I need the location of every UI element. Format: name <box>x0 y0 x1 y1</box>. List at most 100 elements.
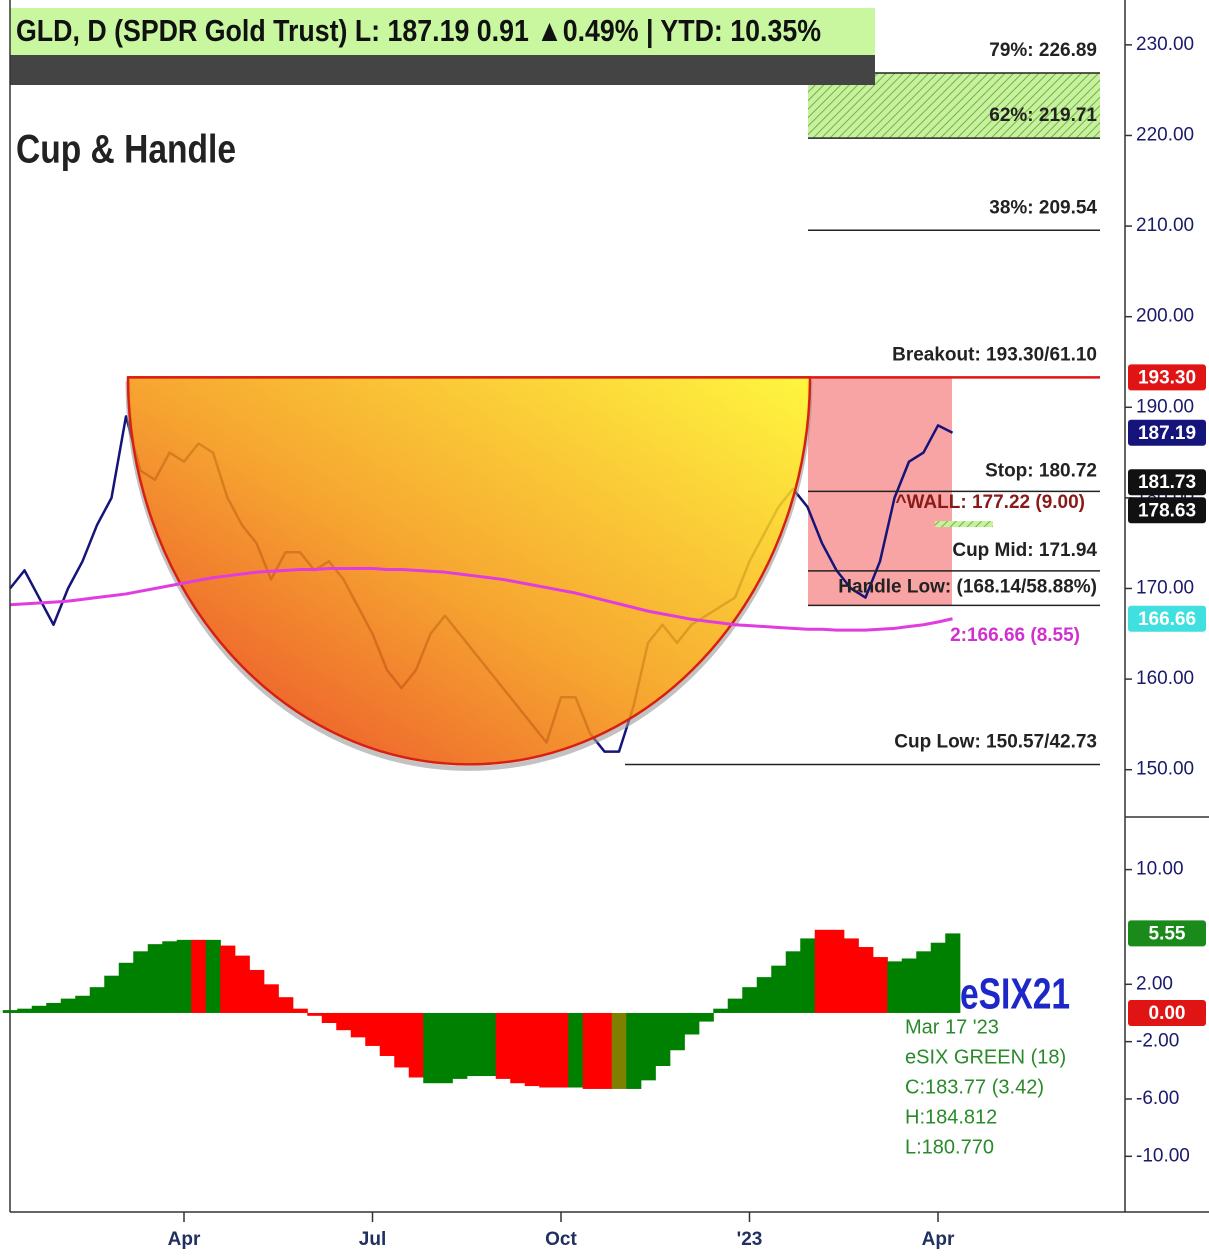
indicator-bar <box>351 1013 366 1037</box>
y-tick-label: 200.00 <box>1136 306 1194 327</box>
indicator-bar <box>670 1013 685 1050</box>
indicator-bar <box>293 1009 308 1013</box>
indicator-bar <box>612 1013 627 1089</box>
indicator-bar <box>133 951 148 1013</box>
price-tag-label: 166.66 <box>1138 609 1196 630</box>
y-tick-label: 190.00 <box>1136 396 1194 417</box>
indicator-bar <box>75 996 90 1013</box>
indicator-bar <box>829 930 844 1013</box>
x-tick-label: Apr <box>922 1229 955 1250</box>
indicator-bar <box>641 1013 656 1080</box>
indicator-bar <box>452 1013 467 1079</box>
y-tick-label: 150.00 <box>1136 759 1194 780</box>
chart: 79%: 226.89 62%: 219.71 38%: 209.54 Breakou… <box>0 0 1209 1255</box>
y-tick-label: 220.00 <box>1136 124 1194 145</box>
indicator-name: eSIX21 <box>960 970 1070 1019</box>
indicator-bar <box>206 940 221 1013</box>
indicator-bar <box>539 1013 554 1088</box>
indicator-bar <box>220 946 235 1013</box>
x-tick-label: Oct <box>545 1229 577 1250</box>
indicator-bar <box>423 1013 438 1083</box>
indicator-bar <box>467 1013 482 1076</box>
indicator-bar <box>17 1009 32 1013</box>
indicator-bar <box>307 1013 322 1016</box>
indicator-bar <box>699 1013 714 1022</box>
indicator-bar <box>554 1013 569 1088</box>
indicator-bar <box>278 997 293 1013</box>
indicator-bar <box>583 1013 598 1089</box>
level-label: Cup Mid: 171.94 <box>952 540 1097 561</box>
level-label: 38%: 209.54 <box>989 197 1097 218</box>
indicator-bar <box>61 999 76 1013</box>
indicator-bar <box>597 1013 612 1089</box>
indicator-bar <box>844 938 859 1013</box>
indicator-info: L:180.770 <box>905 1136 994 1158</box>
indicator-bar <box>119 963 134 1013</box>
level-label: Breakout: 193.30/61.10 <box>892 344 1097 365</box>
indicator-bar <box>90 987 105 1013</box>
indicator-bar <box>3 1010 18 1013</box>
level-label: Stop: 180.72 <box>985 460 1097 481</box>
indicator-bar <box>409 1013 424 1078</box>
indicator-bar <box>873 957 888 1013</box>
indicator-bar <box>684 1013 699 1035</box>
header-shade <box>10 55 875 85</box>
indicator-bar <box>264 984 279 1013</box>
indicator-bar <box>32 1006 47 1013</box>
indicator-info: C:183.77 (3.42) <box>905 1076 1044 1098</box>
indicator-bar <box>336 1013 351 1030</box>
indicator-bar <box>525 1013 540 1086</box>
x-tick-label: Apr <box>168 1229 201 1250</box>
indicator-bar <box>916 951 931 1013</box>
chart-subtitle: Cup & Handle <box>16 128 236 172</box>
indicator-bar <box>249 970 264 1013</box>
indicator-info: H:184.812 <box>905 1106 997 1128</box>
price-tag-label: 178.63 <box>1138 500 1196 521</box>
indicator-bar <box>148 944 163 1013</box>
y-tick-label: -10.00 <box>1136 1145 1190 1166</box>
indicator-bar <box>235 956 250 1013</box>
indicator-bar <box>786 951 801 1013</box>
y-tick-label: 2.00 <box>1136 973 1173 994</box>
level-label: 79%: 226.89 <box>989 40 1097 61</box>
x-tick-label: Jul <box>359 1229 386 1250</box>
indicator-bar <box>481 1013 496 1076</box>
level-label: 62%: 219.71 <box>989 105 1097 126</box>
x-tick-label: '23 <box>737 1229 763 1250</box>
y-tick-label: 10.00 <box>1136 859 1184 880</box>
level-label: Handle Low: (168.14/58.88%) <box>838 576 1097 597</box>
indicator-info: eSIX GREEN (18) <box>905 1046 1066 1068</box>
y-tick-label: 210.00 <box>1136 215 1194 236</box>
indicator-bar <box>46 1003 61 1013</box>
chart-title: GLD, D (SPDR Gold Trust) L: 187.19 0.91 … <box>16 13 821 48</box>
indicator-bar <box>162 941 177 1013</box>
indicator-tag-label: 5.55 <box>1149 923 1186 944</box>
indicator-bar <box>191 940 206 1013</box>
indicator-bar <box>800 938 815 1013</box>
wall-marker <box>935 521 993 527</box>
y-tick-label: -6.00 <box>1136 1088 1179 1109</box>
indicator-bar <box>742 987 757 1013</box>
indicator-bar <box>394 1013 409 1067</box>
indicator-bar <box>655 1013 670 1066</box>
indicator-bar <box>757 977 772 1013</box>
indicator-info: Mar 17 '23 <box>905 1016 999 1038</box>
level-label: ^WALL: 177.22 (9.00) <box>895 492 1085 513</box>
indicator-bar <box>815 930 830 1013</box>
page: 79%: 226.89 62%: 219.71 38%: 209.54 Breakou… <box>0 0 1209 1255</box>
indicator-bar <box>365 1013 380 1046</box>
indicator-bar <box>626 1013 641 1089</box>
indicator-bar <box>945 933 960 1013</box>
indicator-bar <box>771 966 786 1013</box>
y-tick-label: 160.00 <box>1136 668 1194 689</box>
y-tick-label: 230.00 <box>1136 34 1194 55</box>
indicator-bar <box>902 958 917 1012</box>
y-tick-label: 170.00 <box>1136 578 1194 599</box>
level-label: 2:166.66 (8.55) <box>950 625 1080 646</box>
indicator-bar <box>322 1013 337 1023</box>
level-label: Cup Low: 150.57/42.73 <box>894 732 1097 753</box>
indicator-bar <box>931 943 946 1013</box>
indicator-bar <box>496 1013 511 1079</box>
indicator-bar <box>728 999 743 1013</box>
indicator-bar <box>713 1009 728 1013</box>
